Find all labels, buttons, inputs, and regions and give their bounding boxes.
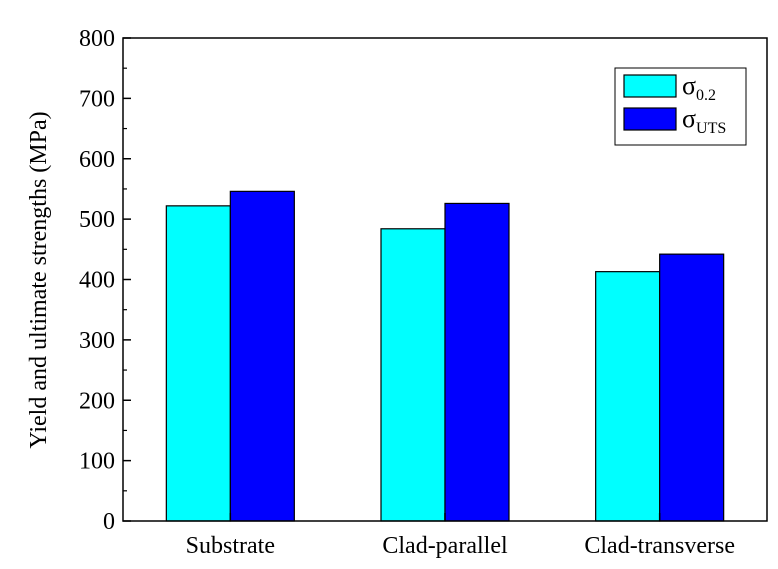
y-tick-label: 300 bbox=[79, 328, 115, 354]
legend-swatch bbox=[623, 107, 677, 131]
x-tick-label: Substrate bbox=[186, 533, 275, 559]
y-tick-label: 500 bbox=[79, 207, 115, 233]
y-tick-label: 200 bbox=[79, 388, 115, 414]
x-tick-label: Clad-parallel bbox=[382, 533, 508, 559]
bar-uts-substrate bbox=[229, 190, 295, 522]
legend-subscript: UTS bbox=[696, 120, 726, 137]
bar-uts-clad-parallel bbox=[444, 202, 510, 522]
y-tick-label: 800 bbox=[79, 26, 115, 52]
x-tick-label: Clad-transverse bbox=[584, 533, 735, 559]
legend-symbol: σ bbox=[682, 71, 696, 100]
legend-subscript: 0.2 bbox=[696, 87, 716, 104]
bar-yield-clad-parallel bbox=[380, 228, 446, 522]
legend-swatch bbox=[623, 74, 677, 98]
y-axis-title: Yield and ultimate strengths (MPa) bbox=[26, 111, 52, 448]
bar-yield-clad-transverse bbox=[595, 271, 661, 522]
x-axis-ticks: Substrate Clad-parallel Clad-transverse bbox=[186, 513, 735, 559]
y-tick-label: 400 bbox=[79, 268, 115, 294]
y-tick-label: 100 bbox=[79, 449, 115, 475]
y-tick-label: 0 bbox=[103, 509, 115, 535]
bar-yield-substrate bbox=[165, 205, 231, 522]
y-axis-ticks: 0 100 200 300 400 500 600 700 800 bbox=[79, 26, 131, 535]
bar-uts-clad-transverse bbox=[659, 253, 725, 522]
legend-symbol: σ bbox=[682, 104, 696, 133]
y-tick-label: 700 bbox=[79, 86, 115, 112]
y-tick-label: 600 bbox=[79, 147, 115, 173]
legend-label: σ0.2 bbox=[682, 71, 716, 104]
bars-group bbox=[165, 190, 725, 522]
legend-label: σUTS bbox=[682, 104, 726, 137]
